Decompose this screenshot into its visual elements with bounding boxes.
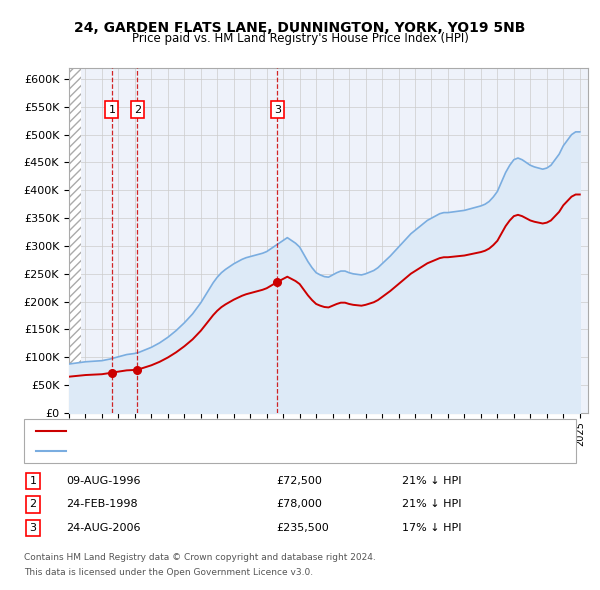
Text: 24, GARDEN FLATS LANE, DUNNINGTON, YORK, YO19 5NB: 24, GARDEN FLATS LANE, DUNNINGTON, YORK,… (74, 21, 526, 35)
Text: 24-AUG-2006: 24-AUG-2006 (66, 523, 140, 533)
Text: 21% ↓ HPI: 21% ↓ HPI (402, 500, 461, 509)
Text: 21% ↓ HPI: 21% ↓ HPI (402, 476, 461, 486)
Text: £78,000: £78,000 (276, 500, 322, 509)
Text: 3: 3 (29, 523, 37, 533)
Text: 1: 1 (29, 476, 37, 486)
Text: 24, GARDEN FLATS LANE, DUNNINGTON, YORK, YO19 5NB (detached house): 24, GARDEN FLATS LANE, DUNNINGTON, YORK,… (72, 427, 467, 436)
Text: 09-AUG-1996: 09-AUG-1996 (66, 476, 140, 486)
Bar (69, 68, 80, 413)
Text: HPI: Average price, detached house, York: HPI: Average price, detached house, York (72, 446, 287, 455)
Text: 3: 3 (274, 104, 281, 114)
Text: Contains HM Land Registry data © Crown copyright and database right 2024.: Contains HM Land Registry data © Crown c… (24, 553, 376, 562)
Text: 2: 2 (29, 500, 37, 509)
Text: £72,500: £72,500 (276, 476, 322, 486)
Text: 1: 1 (109, 104, 115, 114)
Text: 17% ↓ HPI: 17% ↓ HPI (402, 523, 461, 533)
Text: 2: 2 (134, 104, 141, 114)
Text: 24-FEB-1998: 24-FEB-1998 (66, 500, 137, 509)
Text: £235,500: £235,500 (276, 523, 329, 533)
Text: This data is licensed under the Open Government Licence v3.0.: This data is licensed under the Open Gov… (24, 568, 313, 577)
Text: Price paid vs. HM Land Registry's House Price Index (HPI): Price paid vs. HM Land Registry's House … (131, 32, 469, 45)
